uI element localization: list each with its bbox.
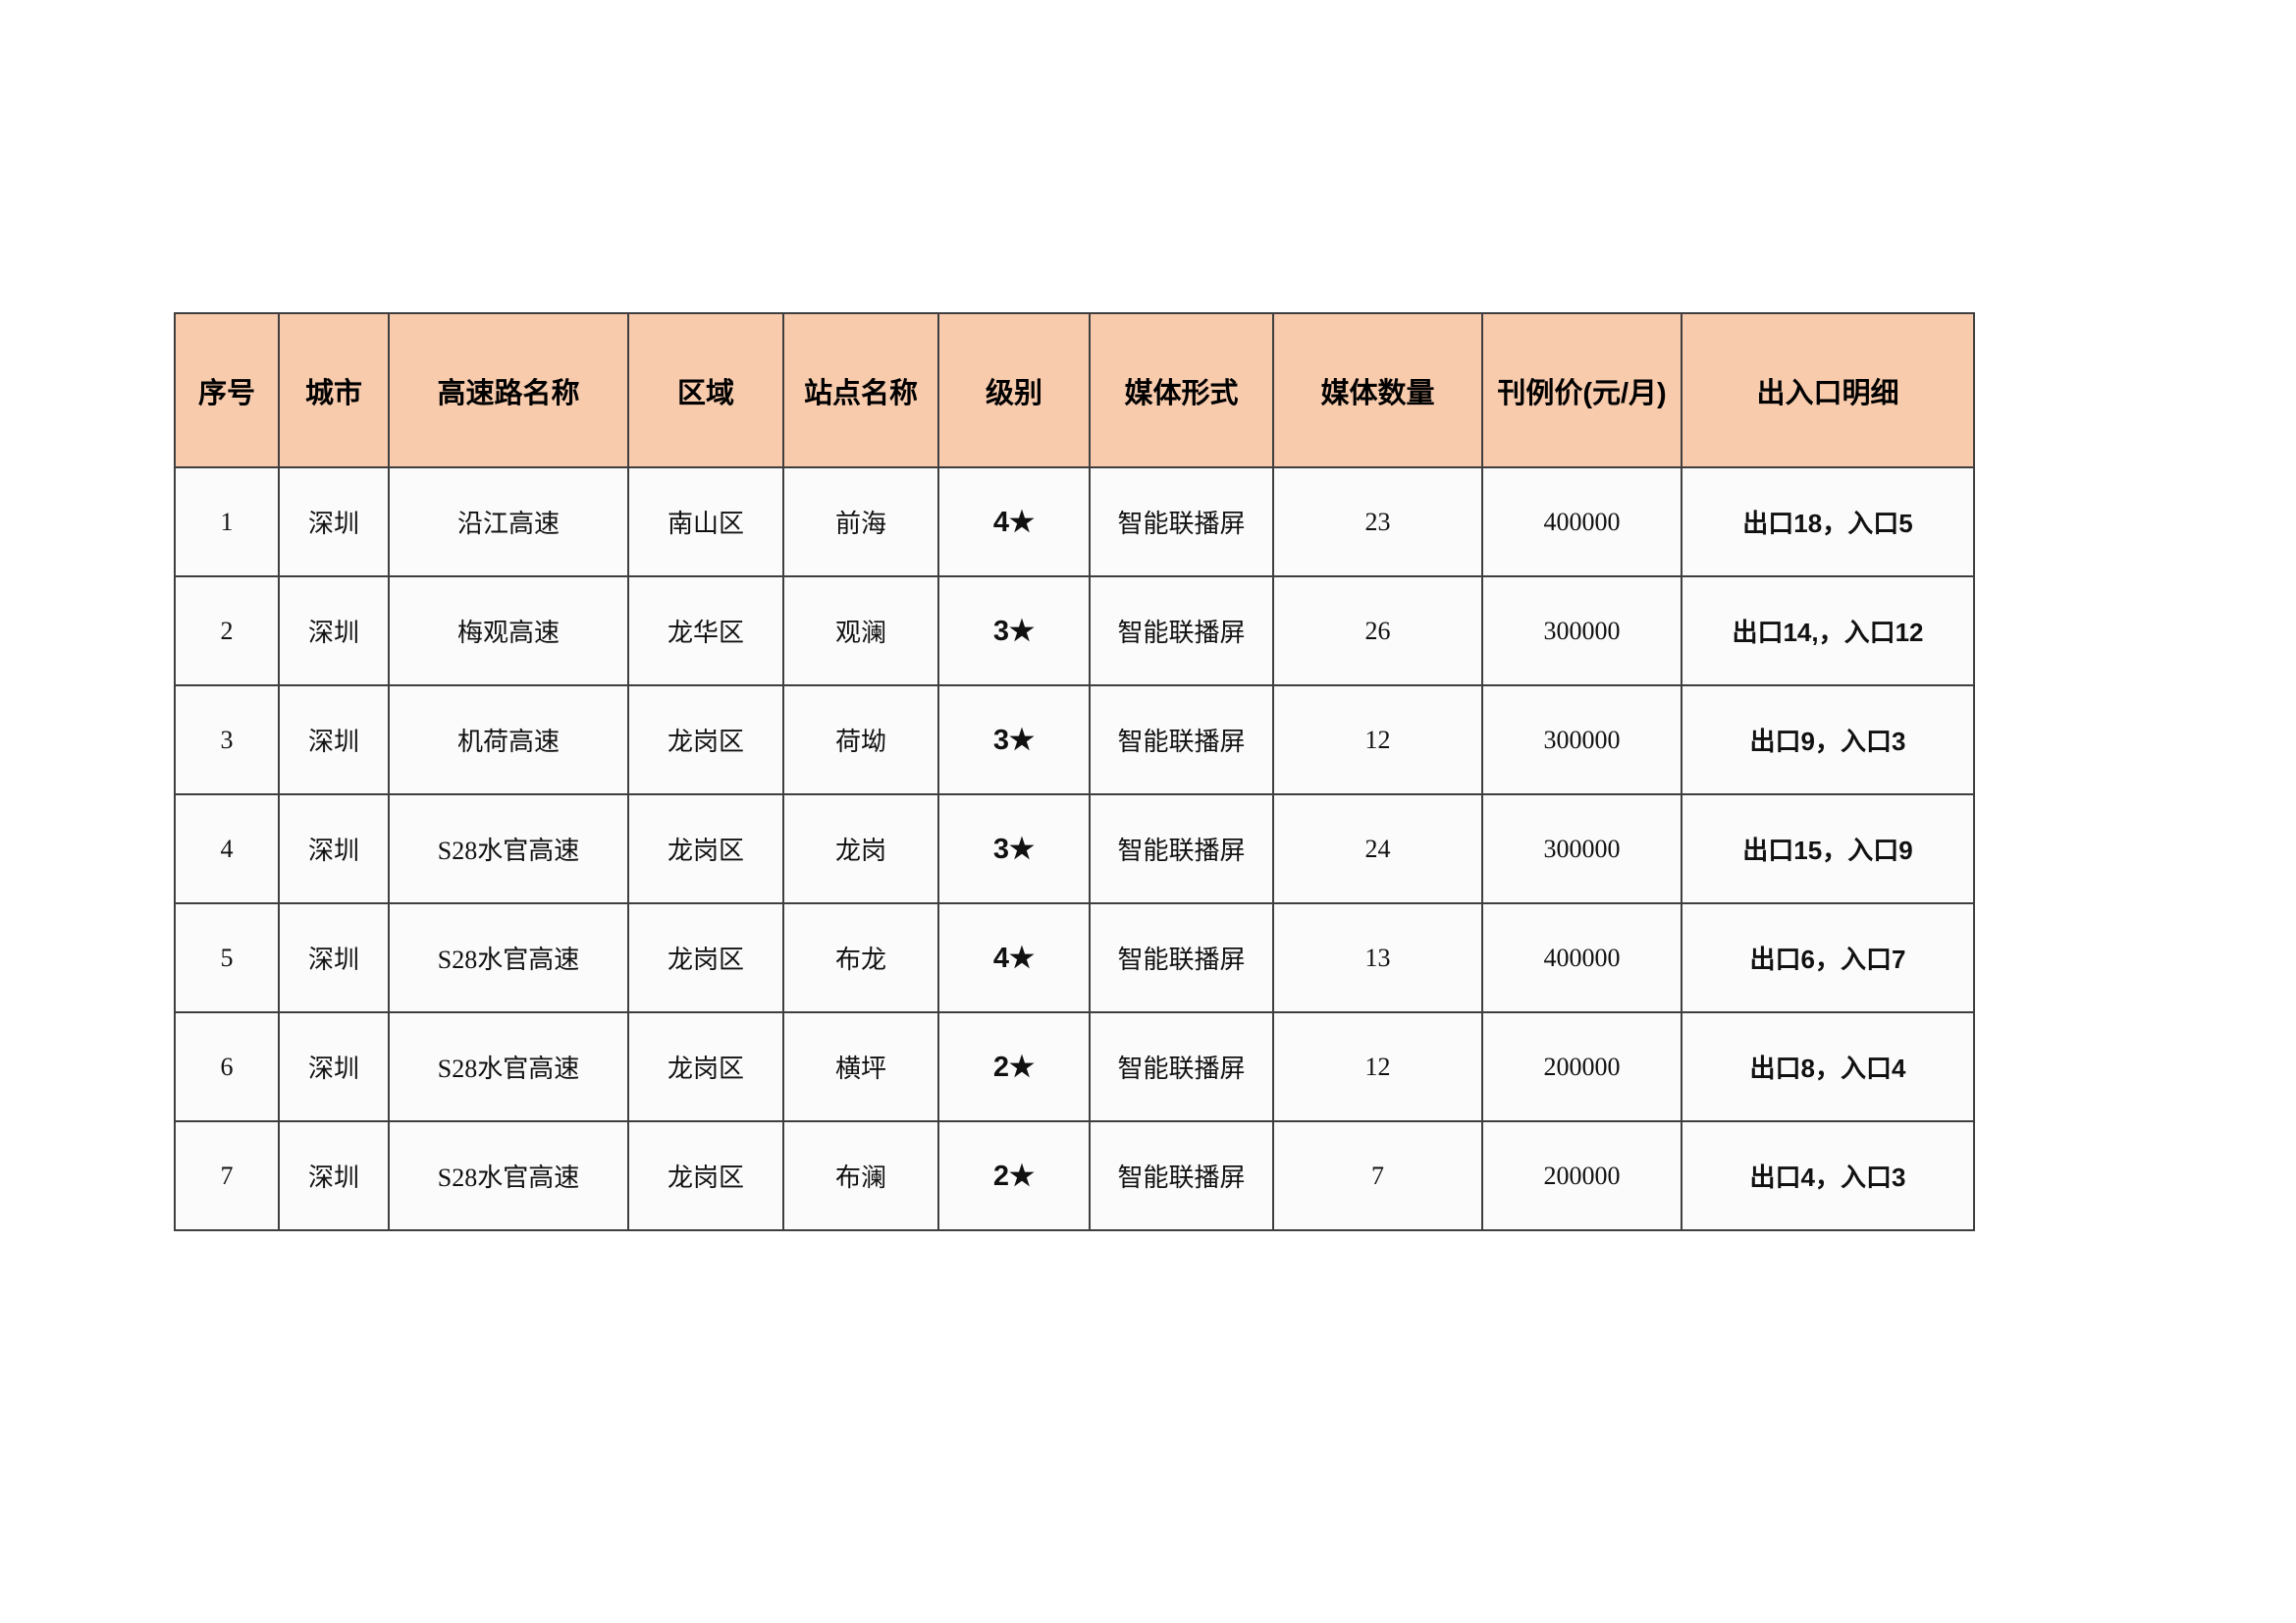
cell: 深圳 (278, 1120, 390, 1231)
cell: 7 (174, 1120, 280, 1231)
cell: 深圳 (278, 1011, 390, 1122)
column-header: 高速路名称 (388, 312, 629, 468)
cell: 龙岗区 (627, 1011, 784, 1122)
cell: 4★ (937, 466, 1091, 577)
cell: 荷坳 (782, 684, 939, 795)
cell: 12 (1272, 684, 1483, 795)
table-body: 1 深圳 沿江高速 南山区 前海 4★ 智能联播屏 23 400000 出口18，入口5 2 深圳 梅观… (174, 466, 1975, 1231)
cell: 龙岗 (782, 793, 939, 904)
cell: 出口8，入口4 (1681, 1011, 1975, 1122)
cell: 400000 (1481, 902, 1682, 1013)
cell: 出口4，入口3 (1681, 1120, 1975, 1231)
cell: 智能联播屏 (1089, 1120, 1274, 1231)
cell: 龙岗区 (627, 684, 784, 795)
cell: 出口14,，入口12 (1681, 575, 1975, 686)
cell: 深圳 (278, 684, 390, 795)
cell: 3★ (937, 793, 1091, 904)
table-row: 3 深圳 机荷高速 龙岗区 荷坳 3★ 智能联播屏 12 300000 出口9，入口3 (174, 684, 1975, 795)
cell: 龙岗区 (627, 1120, 784, 1231)
column-header: 区域 (627, 312, 784, 468)
highway-media-price-table: 序号 城市 高速路名称 区域 站点名称 级别 媒体形式 媒体数量 刊例价(元/月) 出入口明细 1… (174, 312, 1975, 1231)
table-row: 7 深圳 S28水官高速 龙岗区 布澜 2★ 智能联播屏 7 200000 出口4，入口3 (174, 1120, 1975, 1231)
cell: 1 (174, 466, 280, 577)
cell: 3★ (937, 684, 1091, 795)
cell: 4 (174, 793, 280, 904)
column-header: 出入口明细 (1681, 312, 1975, 468)
table-row: 1 深圳 沿江高速 南山区 前海 4★ 智能联播屏 23 400000 出口18，入口5 (174, 466, 1975, 577)
cell: 23 (1272, 466, 1483, 577)
cell: 出口6，入口7 (1681, 902, 1975, 1013)
cell: 横坪 (782, 1011, 939, 1122)
column-header: 媒体数量 (1272, 312, 1483, 468)
table-row: 4 深圳 S28水官高速 龙岗区 龙岗 3★ 智能联播屏 24 300000 出口15，入口9 (174, 793, 1975, 904)
cell: 深圳 (278, 793, 390, 904)
cell: 龙岗区 (627, 902, 784, 1013)
cell: 南山区 (627, 466, 784, 577)
cell: 智能联播屏 (1089, 793, 1274, 904)
cell: 300000 (1481, 684, 1682, 795)
cell: 300000 (1481, 793, 1682, 904)
cell: 前海 (782, 466, 939, 577)
cell: 龙华区 (627, 575, 784, 686)
cell: 出口9，入口3 (1681, 684, 1975, 795)
cell: 300000 (1481, 575, 1682, 686)
cell: 出口15，入口9 (1681, 793, 1975, 904)
cell: 龙岗区 (627, 793, 784, 904)
cell: 观澜 (782, 575, 939, 686)
cell: 机荷高速 (388, 684, 629, 795)
cell: S28水官高速 (388, 793, 629, 904)
cell: 智能联播屏 (1089, 1011, 1274, 1122)
cell: 沿江高速 (388, 466, 629, 577)
cell: 12 (1272, 1011, 1483, 1122)
cell: 智能联播屏 (1089, 575, 1274, 686)
cell: 5 (174, 902, 280, 1013)
cell: 2★ (937, 1120, 1091, 1231)
cell: 24 (1272, 793, 1483, 904)
cell: 13 (1272, 902, 1483, 1013)
column-header: 城市 (278, 312, 390, 468)
table-row: 5 深圳 S28水官高速 龙岗区 布龙 4★ 智能联播屏 13 400000 出口6，入口7 (174, 902, 1975, 1013)
cell: 深圳 (278, 902, 390, 1013)
cell: 3 (174, 684, 280, 795)
cell: 智能联播屏 (1089, 902, 1274, 1013)
cell: 3★ (937, 575, 1091, 686)
table-header: 序号 城市 高速路名称 区域 站点名称 级别 媒体形式 媒体数量 刊例价(元/月) 出入口明细 (174, 312, 1975, 468)
cell: 26 (1272, 575, 1483, 686)
cell: 6 (174, 1011, 280, 1122)
cell: 7 (1272, 1120, 1483, 1231)
table-row: 2 深圳 梅观高速 龙华区 观澜 3★ 智能联播屏 26 300000 出口14,，入口12 (174, 575, 1975, 686)
cell: 深圳 (278, 575, 390, 686)
cell: 布澜 (782, 1120, 939, 1231)
cell: 智能联播屏 (1089, 466, 1274, 577)
column-header: 站点名称 (782, 312, 939, 468)
cell: S28水官高速 (388, 1011, 629, 1122)
cell: 梅观高速 (388, 575, 629, 686)
cell: 4★ (937, 902, 1091, 1013)
cell: 深圳 (278, 466, 390, 577)
column-header: 媒体形式 (1089, 312, 1274, 468)
cell: 布龙 (782, 902, 939, 1013)
cell: 2 (174, 575, 280, 686)
cell: S28水官高速 (388, 902, 629, 1013)
column-header: 级别 (937, 312, 1091, 468)
table-row: 6 深圳 S28水官高速 龙岗区 横坪 2★ 智能联播屏 12 200000 出口8，入口4 (174, 1011, 1975, 1122)
cell: 400000 (1481, 466, 1682, 577)
cell: 出口18，入口5 (1681, 466, 1975, 577)
column-header: 序号 (174, 312, 280, 468)
header-row: 序号 城市 高速路名称 区域 站点名称 级别 媒体形式 媒体数量 刊例价(元/月) 出入口明细 (174, 312, 1975, 468)
cell: 200000 (1481, 1011, 1682, 1122)
cell: 智能联播屏 (1089, 684, 1274, 795)
cell: S28水官高速 (388, 1120, 629, 1231)
cell: 200000 (1481, 1120, 1682, 1231)
column-header: 刊例价(元/月) (1481, 312, 1682, 468)
cell: 2★ (937, 1011, 1091, 1122)
